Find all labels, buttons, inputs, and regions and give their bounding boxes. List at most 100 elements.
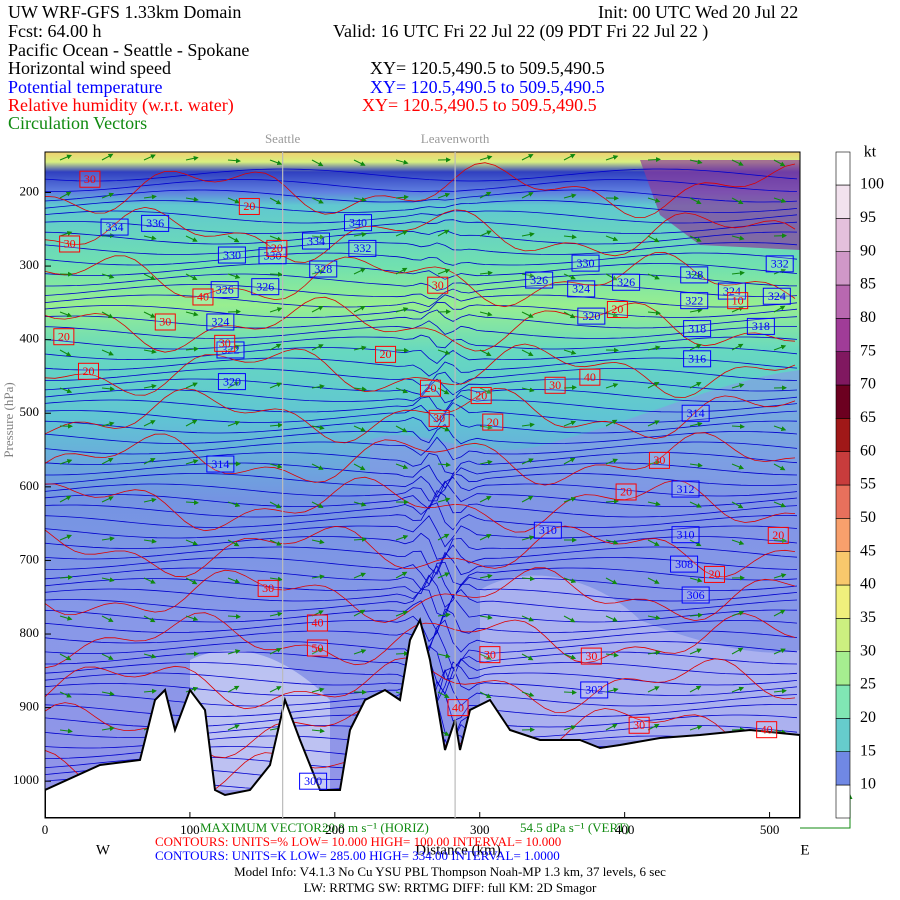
- circulation-vector: [101, 536, 115, 542]
- circulation-vector: [227, 724, 240, 731]
- circulation-vector: [563, 349, 577, 355]
- circulation-vector: [521, 311, 534, 318]
- contour-label-box: [762, 287, 791, 305]
- circulation-vector: [353, 345, 367, 351]
- contour-label: 30: [433, 411, 445, 425]
- contour-label: 310: [677, 527, 695, 541]
- circulation-vector: [731, 539, 745, 545]
- contour-label: 328: [314, 262, 332, 276]
- contour-label: 328: [685, 268, 703, 282]
- rh-contour: [45, 343, 796, 398]
- circulation-vector: [689, 648, 702, 655]
- vector-horizontal: 20.8 m s⁻¹ (HORIZ): [322, 820, 429, 835]
- circulation-vector: [521, 653, 534, 661]
- y-tick-label: 800: [20, 625, 40, 640]
- circulation-vector: [605, 419, 618, 427]
- contour-label-box: [612, 273, 641, 291]
- circulation-vector: [773, 305, 786, 313]
- circulation-vector: [353, 572, 367, 579]
- colorbar-band: [835, 318, 851, 352]
- circulation-vector: [101, 577, 115, 583]
- circulation-vector: [59, 191, 72, 199]
- circulation-vector: [59, 154, 72, 161]
- circulation-vector: [437, 229, 450, 237]
- y-axis-label: Pressure (hPa): [1, 382, 16, 457]
- contour-lines: [45, 153, 798, 817]
- circulation-vector: [311, 463, 324, 470]
- theta-contour: [45, 452, 798, 475]
- circulation-vector: [521, 349, 534, 356]
- circulation-vector: [311, 269, 325, 275]
- cross-section-xy: XY= 120.5,490.5 to 509.5,490.5: [370, 58, 605, 78]
- circulation-vector: [269, 463, 283, 469]
- contour-label-box: [671, 526, 700, 544]
- circulation-vector: [395, 267, 408, 275]
- circulation-vector: [689, 344, 702, 351]
- contour-label-box: [648, 451, 670, 469]
- circulation-vector: [563, 385, 577, 391]
- circulation-vector: [437, 268, 451, 275]
- circulation-vector: [269, 159, 283, 166]
- circulation-vector: [563, 725, 577, 731]
- circulation-vector: [353, 609, 366, 617]
- contour-label-box: [615, 483, 637, 501]
- contour-label: 20: [772, 528, 784, 542]
- circulation-vector: [101, 726, 115, 732]
- rh-contour: [45, 206, 796, 263]
- circulation-vector: [227, 649, 241, 655]
- contour-label: 40: [452, 700, 464, 714]
- colorbar-label: 65: [860, 409, 876, 426]
- circulation-vector: [101, 311, 114, 319]
- contour-label-box: [447, 699, 469, 717]
- contour-label-box: [717, 282, 746, 300]
- theta-contour: [45, 574, 798, 608]
- circulation-vector: [143, 615, 156, 623]
- contour-label: 30: [585, 649, 597, 663]
- contour-label-box: [544, 376, 566, 394]
- contour-label-box: [704, 565, 726, 583]
- contour-label-box: [606, 300, 628, 318]
- circulation-vector: [185, 346, 199, 352]
- circulation-vector: [143, 458, 156, 465]
- contour-label: 340: [349, 215, 367, 229]
- vector-label: MAXIMUM VECTOR:: [200, 820, 326, 835]
- circulation-vector: [143, 311, 156, 318]
- contour-label-box: [266, 239, 288, 257]
- rh-contour: [45, 525, 796, 578]
- colorbar-label: 40: [860, 576, 876, 593]
- circulation-vector: [521, 154, 534, 161]
- circulation-vector: [563, 273, 576, 280]
- contour-label: 314: [211, 457, 229, 471]
- circulation-vector: [269, 307, 283, 313]
- contour-label: 320: [582, 309, 600, 323]
- circulation-vector: [395, 194, 409, 200]
- circulation-vector: [731, 647, 744, 655]
- circulation-vector: [269, 197, 282, 205]
- contour-label: 30: [64, 237, 76, 251]
- circulation-vector: [395, 230, 408, 237]
- circulation-vector: [647, 235, 660, 243]
- circulation-vector: [521, 615, 534, 622]
- circulation-vector: [227, 158, 241, 164]
- colorbar-band: [835, 551, 851, 586]
- x-tick-label: 200: [325, 822, 345, 837]
- circulation-vector: [311, 344, 324, 351]
- contour-label: 318: [752, 319, 770, 333]
- contour-label-box: [746, 317, 775, 335]
- contour-label-box: [680, 266, 709, 284]
- contour-label-box: [257, 579, 279, 597]
- circulation-vector: [353, 501, 367, 507]
- circulation-vector: [563, 193, 577, 199]
- circulation-vector: [479, 614, 493, 620]
- legend-entry: Circulation Vectors: [8, 113, 147, 133]
- circulation-vector: [59, 574, 73, 580]
- circulation-vector: [479, 349, 492, 357]
- contour-label-box: [683, 350, 712, 368]
- circulation-vector: [59, 653, 72, 661]
- theta-contour: [45, 462, 798, 489]
- contour-label: 326: [216, 282, 234, 296]
- circulation-vector: [353, 197, 367, 203]
- contour-label: 40: [197, 290, 209, 304]
- colorbar-label: 95: [860, 209, 876, 226]
- theta-contour: [45, 368, 798, 386]
